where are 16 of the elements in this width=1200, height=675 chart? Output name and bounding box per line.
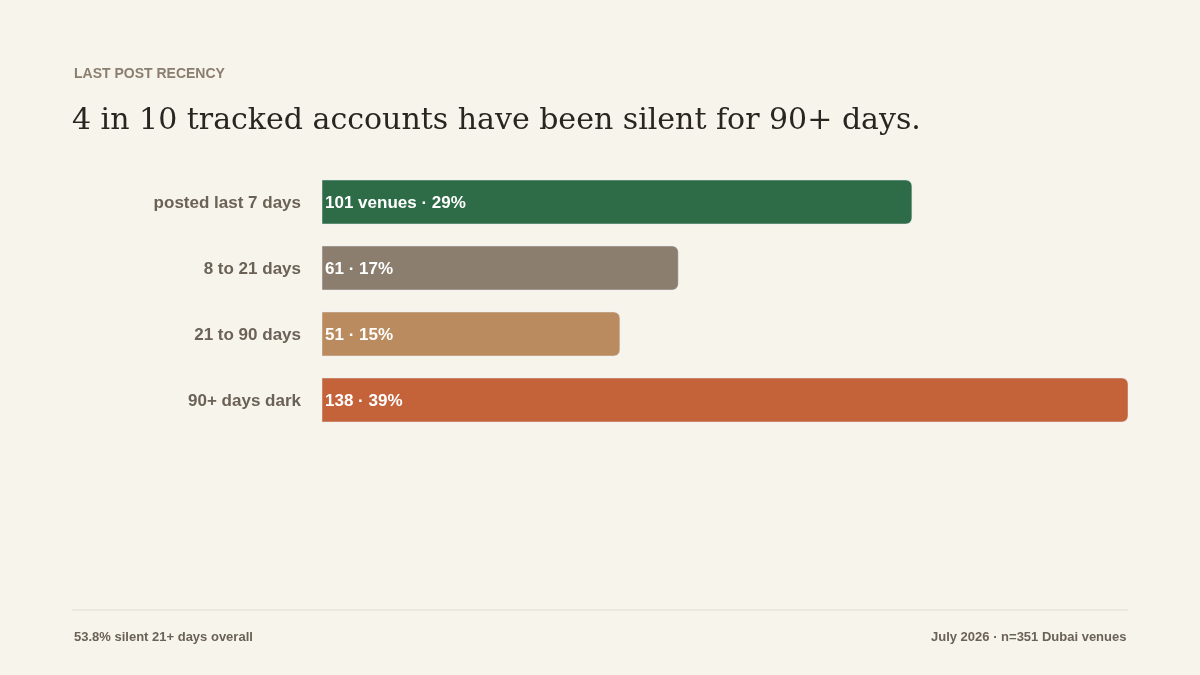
y-tick-label: 8 to 21 days (203, 258, 301, 278)
text: July 2026 · n=351 Dubai venues (931, 629, 1127, 644)
bar (322, 377, 1128, 423)
data-label: 61 · 17% (325, 258, 394, 278)
bar (322, 245, 679, 291)
data-label: 101 venues · 29% (325, 192, 466, 212)
chart-title: 4 in 10 tracked accounts have been silent for 90+ days. (72, 101, 921, 136)
data-label: 51 · 15% (325, 324, 394, 344)
y-tick-label: posted last 7 days (153, 192, 301, 212)
text: 53.8% silent 21+ days overall (74, 629, 253, 644)
bar (322, 179, 913, 225)
y-tick-label: 21 to 90 days (194, 324, 301, 344)
data-label: 138 · 39% (325, 390, 403, 410)
bar (322, 311, 621, 357)
y-tick-label: 90+ days dark (188, 390, 302, 410)
text: LAST POST RECENCY (74, 65, 226, 81)
